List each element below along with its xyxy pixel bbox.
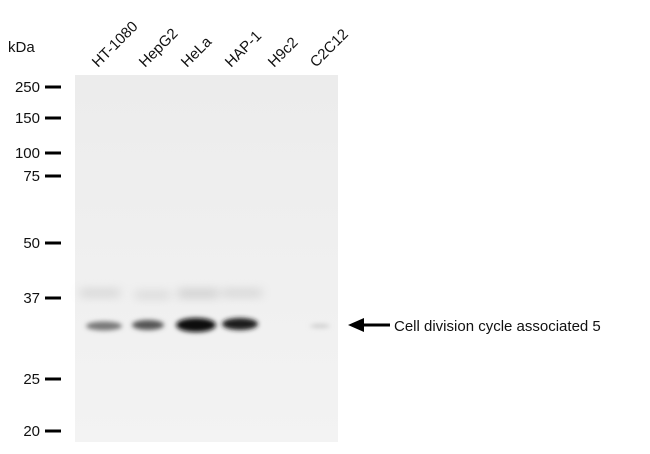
- lane-label: HAP-1: [222, 28, 265, 71]
- band: [176, 318, 216, 332]
- faint-band: [178, 290, 218, 297]
- annotation: Cell division cycle associated 5: [394, 318, 601, 335]
- faint-band: [222, 290, 262, 296]
- membrane: [75, 75, 338, 442]
- lane-label: H9c2: [265, 34, 302, 71]
- marker-label: 50: [23, 235, 40, 252]
- lane-label: HepG2: [136, 25, 182, 71]
- band: [132, 320, 164, 330]
- arrow-head: [348, 318, 364, 332]
- band: [310, 324, 330, 328]
- marker-label: 150: [15, 110, 40, 127]
- unit-label: kDa: [8, 39, 35, 56]
- bands: [80, 290, 330, 332]
- marker-label: 75: [23, 168, 40, 185]
- marker-label: 250: [15, 79, 40, 96]
- marker-label: 100: [15, 145, 40, 162]
- marker-label: 25: [23, 371, 40, 388]
- marker-label: 20: [23, 423, 40, 440]
- faint-band: [80, 290, 120, 296]
- annotation-arrow: Cell division cycle associated 5: [348, 318, 601, 335]
- lane-label: C2C12: [307, 26, 352, 71]
- faint-band: [135, 292, 170, 298]
- lane-label: HT-1080: [89, 18, 142, 71]
- marker-label: 37: [23, 290, 40, 307]
- marker-ladder: 250 150 100 75 50 37 25 20: [15, 79, 61, 440]
- band: [86, 321, 122, 331]
- band: [222, 318, 258, 330]
- lane-label: HeLa: [178, 33, 216, 71]
